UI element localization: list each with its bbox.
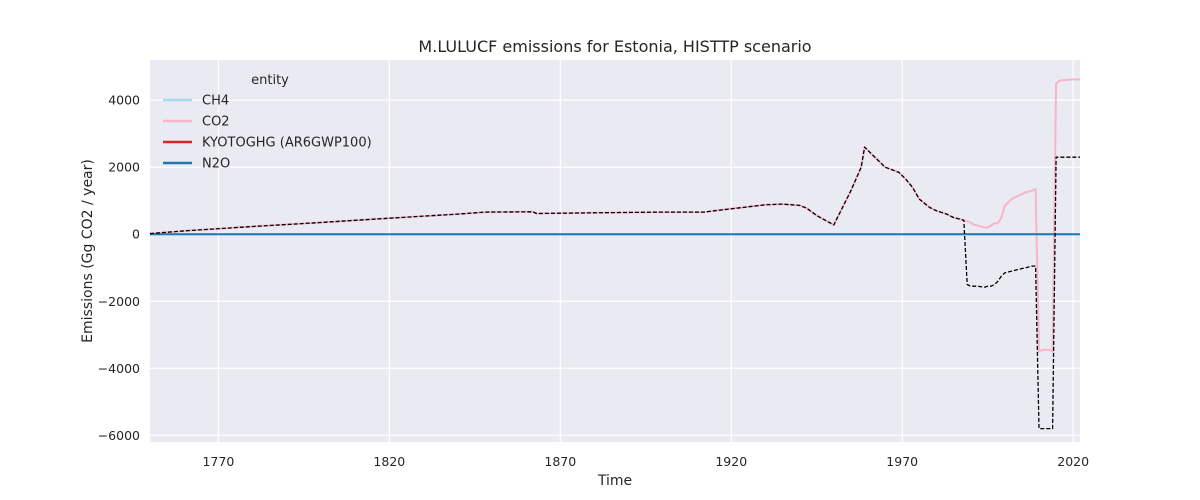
x-axis-label: Time: [597, 473, 632, 489]
x-tick-labels: 1770 1820 1870 1920 1970 2020: [202, 454, 1089, 469]
y-tick-label: 4000: [108, 93, 140, 108]
x-tick-label: 1770: [202, 454, 234, 469]
y-tick-labels: −6000 −4000 −2000 0 2000 4000: [98, 93, 140, 443]
x-tick-label: 1920: [715, 454, 747, 469]
y-tick-label: −6000: [98, 428, 140, 443]
x-tick-label: 1870: [544, 454, 576, 469]
chart-title: M.LULUCF emissions for Estonia, HISTTP s…: [418, 37, 811, 56]
legend-label: CO2: [202, 115, 230, 130]
series-line-kyotoghg-ar6gwp100: [149, 146, 1080, 430]
x-tick-label: 1820: [373, 454, 405, 469]
legend-title: entity: [251, 73, 289, 88]
x-tick-label: 1970: [886, 454, 918, 469]
x-tick-label: 2020: [1057, 454, 1089, 469]
legend-label: CH4: [202, 94, 229, 109]
y-tick-label: 2000: [108, 160, 140, 175]
y-tick-label: 0: [132, 227, 140, 242]
plot-background: [150, 60, 1080, 442]
legend: entity CH4 CO2 KYOTOGHG (AR6GWP100) N2O: [163, 73, 372, 172]
series-layer: [149, 78, 1080, 430]
legend-label: KYOTOGHG (AR6GWP100): [202, 136, 372, 151]
y-axis-label: Emissions (Gg CO2 / year): [80, 159, 96, 343]
y-tick-label: −2000: [98, 294, 140, 309]
legend-label: N2O: [202, 157, 230, 172]
y-tick-label: −4000: [98, 361, 140, 376]
